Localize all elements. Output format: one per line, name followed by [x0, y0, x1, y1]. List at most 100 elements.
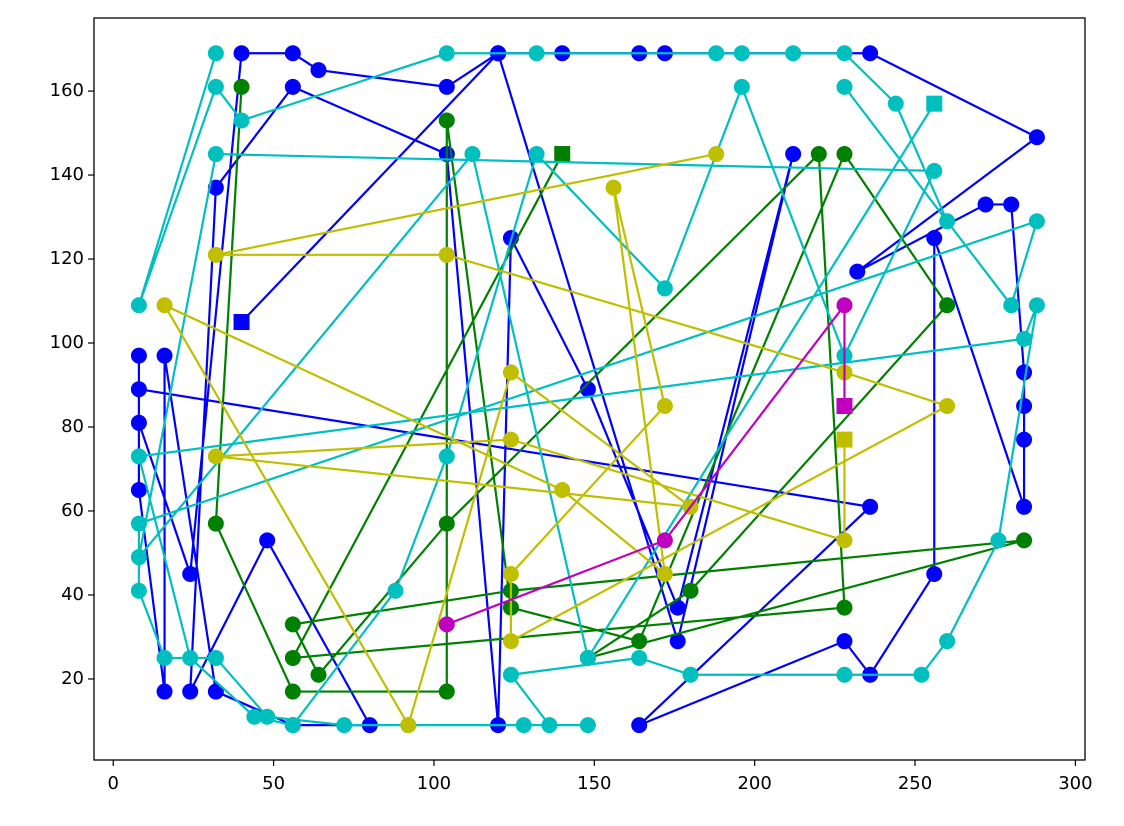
series-line: [446, 301, 846, 626]
point-marker: [1028, 129, 1045, 146]
point-marker: [438, 112, 455, 129]
point-marker: [310, 666, 327, 683]
y-tick-label: 100: [50, 332, 84, 353]
point-marker: [836, 78, 853, 95]
point-marker: [682, 666, 699, 683]
point-marker: [464, 146, 481, 163]
point-marker: [515, 717, 532, 734]
point-marker: [438, 78, 455, 95]
point-marker: [554, 481, 571, 498]
point-marker: [438, 616, 455, 633]
point-marker: [310, 62, 327, 79]
point-marker: [849, 263, 866, 280]
point-marker: [502, 565, 519, 582]
point-marker: [284, 717, 301, 734]
point-marker: [438, 45, 455, 62]
point-marker: [939, 297, 956, 314]
point-marker: [656, 532, 673, 549]
point-marker: [836, 146, 853, 163]
point-marker: [130, 549, 147, 566]
point-marker: [502, 364, 519, 381]
y-tick-label: 80: [61, 416, 84, 437]
plot-area: [130, 45, 1045, 734]
point-marker: [284, 45, 301, 62]
point-marker: [669, 633, 686, 650]
x-tick-label: 250: [898, 773, 932, 794]
point-marker: [156, 683, 173, 700]
point-marker: [990, 532, 1007, 549]
y-tick-label: 160: [50, 80, 84, 101]
point-marker: [926, 95, 943, 112]
point-marker: [233, 45, 250, 62]
point-marker: [554, 146, 571, 163]
point-marker: [926, 162, 943, 179]
point-marker: [156, 297, 173, 314]
point-marker: [656, 565, 673, 582]
point-marker: [502, 666, 519, 683]
point-marker: [669, 599, 686, 616]
point-marker: [130, 347, 147, 364]
point-marker: [656, 398, 673, 415]
point-marker: [130, 481, 147, 498]
point-marker: [502, 633, 519, 650]
point-marker: [939, 213, 956, 230]
point-marker: [836, 431, 853, 448]
point-marker: [207, 146, 224, 163]
point-marker: [887, 95, 904, 112]
y-tick-label: 40: [61, 584, 84, 605]
point-marker: [130, 515, 147, 532]
point-marker: [1016, 330, 1033, 347]
point-marker: [926, 230, 943, 247]
x-tick-label: 50: [262, 773, 285, 794]
point-marker: [836, 633, 853, 650]
point-marker: [862, 45, 879, 62]
point-marker: [1016, 498, 1033, 515]
point-marker: [284, 616, 301, 633]
point-marker: [631, 717, 648, 734]
point-marker: [207, 45, 224, 62]
y-tick-label: 140: [50, 164, 84, 185]
point-marker: [785, 146, 802, 163]
point-marker: [836, 398, 853, 415]
point-marker: [438, 448, 455, 465]
point-marker: [182, 683, 199, 700]
point-marker: [438, 515, 455, 532]
x-tick-label: 300: [1058, 773, 1092, 794]
point-marker: [836, 297, 853, 314]
point-marker: [130, 414, 147, 431]
point-marker: [207, 515, 224, 532]
point-marker: [1003, 297, 1020, 314]
y-tick-label: 120: [50, 248, 84, 269]
point-marker: [1028, 297, 1045, 314]
point-marker: [387, 582, 404, 599]
point-marker: [156, 649, 173, 666]
point-marker: [207, 649, 224, 666]
point-marker: [810, 146, 827, 163]
point-marker: [259, 708, 276, 725]
point-marker: [259, 532, 276, 549]
point-marker: [438, 683, 455, 700]
point-marker: [836, 666, 853, 683]
point-marker: [913, 666, 930, 683]
point-marker: [836, 599, 853, 616]
point-marker: [541, 717, 558, 734]
y-tick-label: 20: [61, 668, 84, 689]
point-marker: [605, 179, 622, 196]
point-marker: [631, 649, 648, 666]
point-marker: [708, 45, 725, 62]
point-marker: [836, 45, 853, 62]
point-marker: [579, 381, 596, 398]
x-tick-label: 150: [577, 773, 611, 794]
point-marker: [977, 196, 994, 213]
point-marker: [182, 565, 199, 582]
series-line: [137, 52, 1039, 727]
point-marker: [502, 431, 519, 448]
point-marker: [400, 717, 417, 734]
point-marker: [862, 498, 879, 515]
point-marker: [926, 565, 943, 582]
point-marker: [207, 78, 224, 95]
point-marker: [336, 717, 353, 734]
point-marker: [156, 347, 173, 364]
point-marker: [207, 683, 224, 700]
